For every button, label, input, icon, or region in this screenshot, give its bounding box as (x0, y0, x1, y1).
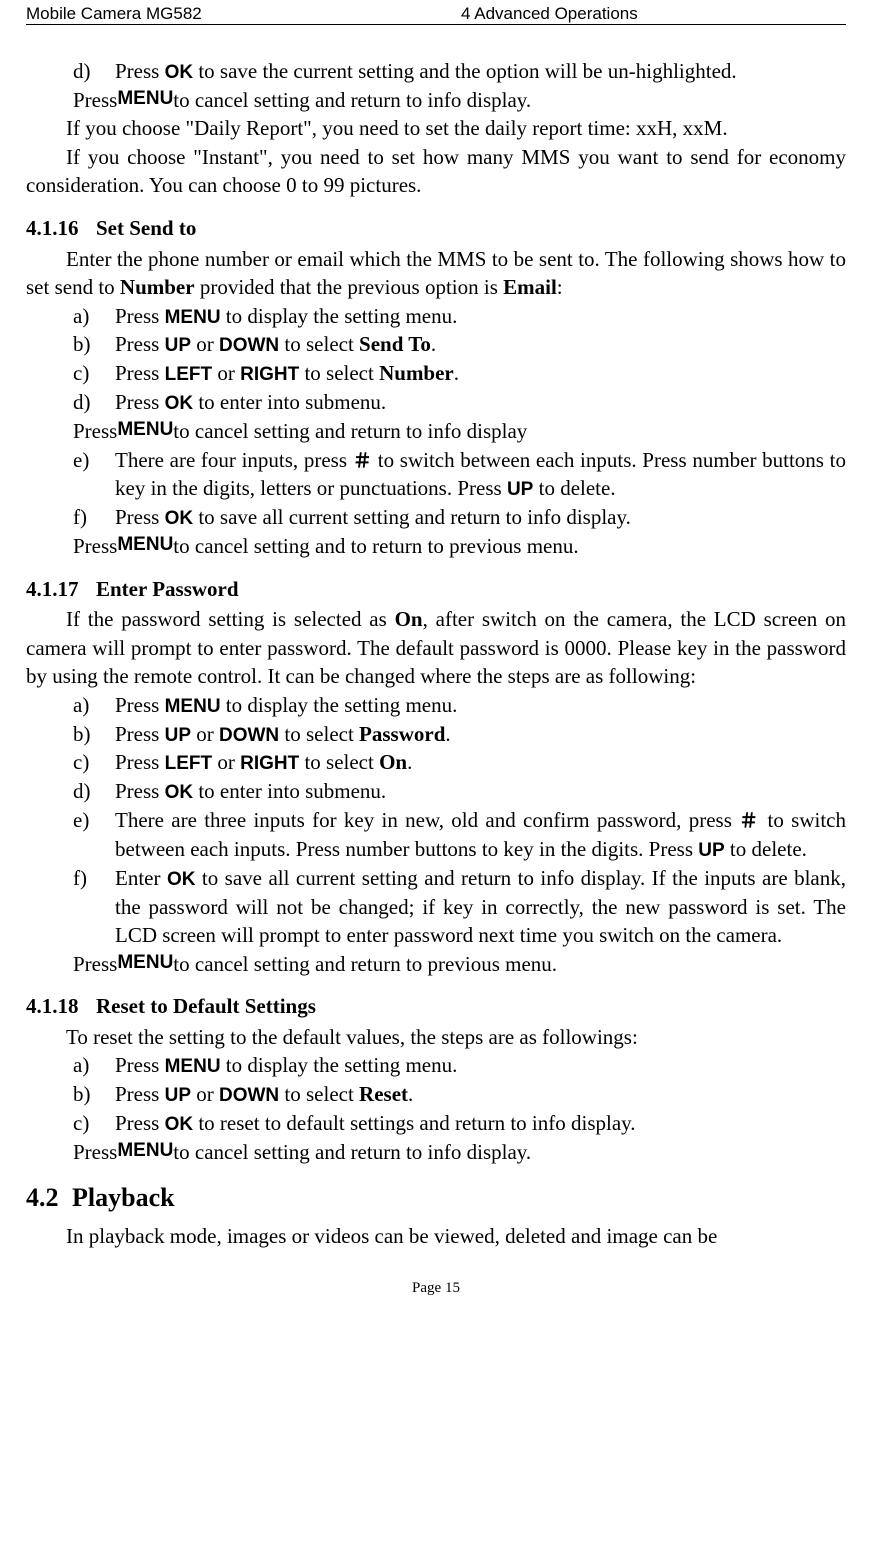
list-item: c) Press LEFT or RIGHT to select On. (26, 748, 846, 777)
list-item: b) Press UP or DOWN to select Password. (26, 720, 846, 749)
list-body: Press OK to save the current setting and… (115, 57, 846, 86)
list-marker: d) (73, 57, 115, 86)
list-item: c) Press OK to reset to default settings… (26, 1109, 846, 1138)
major-heading: 4.2Playback (26, 1180, 846, 1215)
list-item: a) Press MENU to display the setting men… (26, 1051, 846, 1080)
paragraph: If you choose "Daily Report", you need t… (26, 114, 846, 143)
list-subline: Press MENU to cancel setting and to retu… (26, 532, 846, 561)
list-item: d) Press OK to enter into submenu. (26, 388, 846, 417)
list-item: f) Enter OK to save all current setting … (26, 864, 846, 950)
list-item: a) Press MENU to display the setting men… (26, 691, 846, 720)
list-item: a) Press MENU to display the setting men… (26, 302, 846, 331)
list-subline: Press MENU to cancel setting and return … (26, 417, 846, 446)
paragraph: In playback mode, images or videos can b… (26, 1222, 846, 1251)
page-header: Mobile Camera MG582 4 Advanced Operation… (26, 0, 846, 25)
section-heading: 4.1.16Set Send to (26, 214, 846, 243)
list-item: b) Press UP or DOWN to select Send To. (26, 330, 846, 359)
section-heading: 4.1.17Enter Password (26, 575, 846, 604)
list-subline: Press MENU to cancel setting and return … (26, 950, 846, 979)
list-subline: Press MENU to cancel setting and return … (26, 86, 846, 115)
list-item: d) Press OK to enter into submenu. (26, 777, 846, 806)
list-item: e) There are four inputs, press ＃ to swi… (26, 446, 846, 504)
header-chapter: 4 Advanced Operations (411, 4, 846, 24)
section-heading: 4.1.18Reset to Default Settings (26, 992, 846, 1021)
paragraph: Enter the phone number or email which th… (26, 245, 846, 302)
paragraph: To reset the setting to the default valu… (26, 1023, 846, 1052)
list-item: f) Press OK to save all current setting … (26, 503, 846, 532)
hash-button-label: ＃ (353, 451, 372, 472)
paragraph: If the password setting is selected as O… (26, 605, 846, 691)
list-item: d) Press OK to save the current setting … (26, 57, 846, 86)
ok-button-label: OK (165, 62, 194, 83)
header-product: Mobile Camera MG582 (26, 4, 411, 24)
page-content: d) Press OK to save the current setting … (26, 25, 846, 1250)
list-subline: Press MENU to cancel setting and return … (26, 1138, 846, 1167)
list-item: e) There are three inputs for key in new… (26, 806, 846, 864)
list-item: c) Press LEFT or RIGHT to select Number. (26, 359, 846, 388)
page-footer: Page 15 (26, 1280, 846, 1305)
menu-button-label: MENU (117, 86, 173, 115)
list-item: b) Press UP or DOWN to select Reset. (26, 1080, 846, 1109)
paragraph: If you choose "Instant", you need to set… (26, 143, 846, 200)
